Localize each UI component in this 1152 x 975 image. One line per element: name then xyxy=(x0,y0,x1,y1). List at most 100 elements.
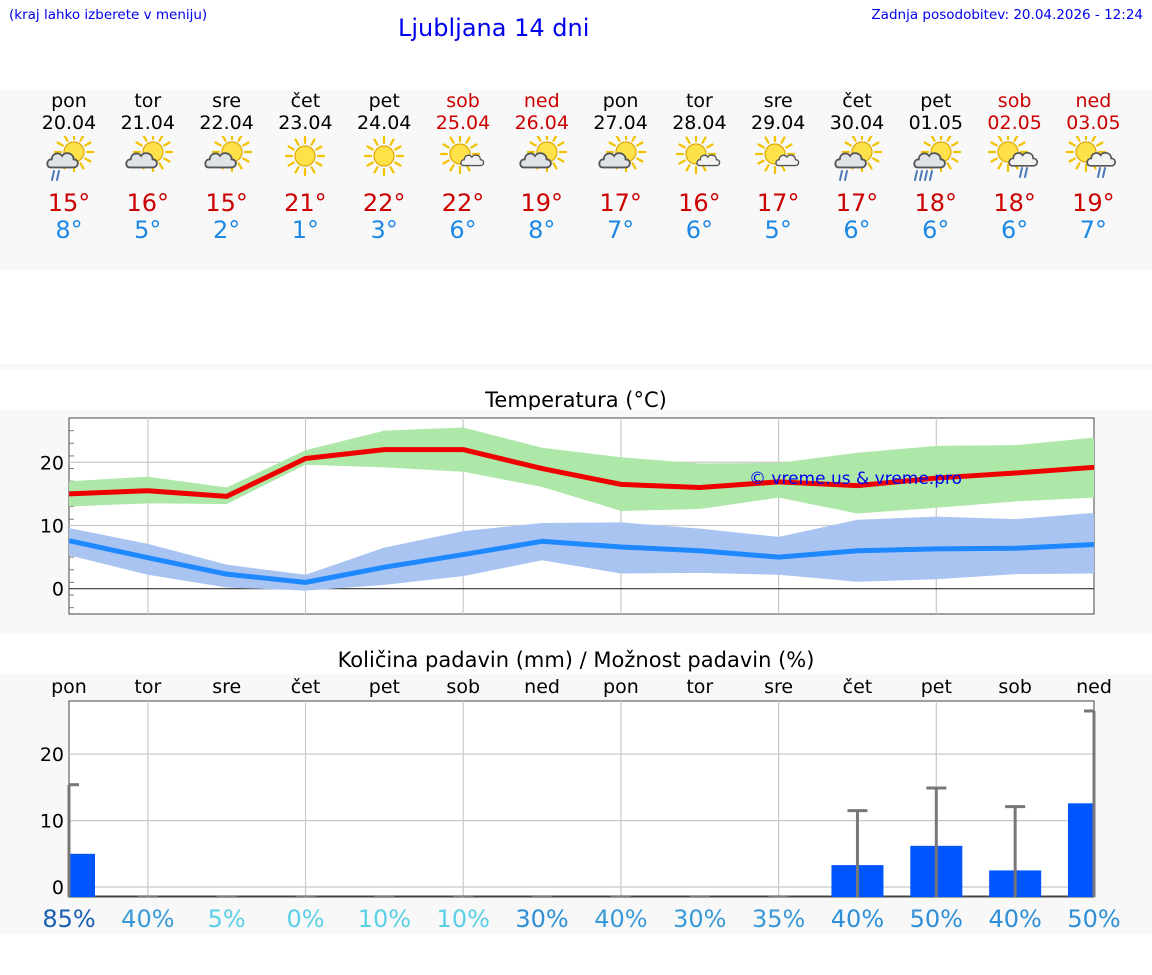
day-date: 21.04 xyxy=(120,112,175,134)
precip-probability: 10% xyxy=(437,905,490,933)
precip-probability: 85% xyxy=(42,905,95,933)
mostly-sunny-icon xyxy=(676,136,721,175)
precipitation-chart: 0 10 20 pon 85% tor 40% sre 5% čet 0% pet 10% sob 10% n… xyxy=(40,676,1121,933)
day-column: sre 22.04 15° 2° xyxy=(192,90,262,260)
x-tick-label: ned xyxy=(1076,676,1112,698)
partly-cloudy-icon xyxy=(597,136,646,173)
temp-min: 8° xyxy=(55,216,83,244)
temp-min: 5° xyxy=(134,216,162,244)
precip-probability: 10% xyxy=(358,905,411,933)
max-temp-line xyxy=(68,447,1095,499)
temp-min: 6° xyxy=(685,216,714,244)
min-temp-line xyxy=(68,538,1095,585)
partly-cloudy-icon xyxy=(519,136,567,173)
day-date: 30.04 xyxy=(829,112,885,134)
temp-max: 19° xyxy=(520,189,564,217)
precip-bar xyxy=(69,853,95,897)
x-tick-label: sob xyxy=(446,676,480,698)
y-tick-label: 20 xyxy=(40,452,64,474)
sun-rain-icon xyxy=(1066,136,1117,178)
precip-probability: 50% xyxy=(1067,905,1120,933)
y-tick-label: 10 xyxy=(40,811,64,833)
precipitation-title: Količina padavin (mm) / Možnost padavin … xyxy=(337,648,815,672)
x-tick-label: tor xyxy=(686,676,713,698)
day-date: 20.04 xyxy=(41,112,97,134)
day-name: sre xyxy=(763,90,793,112)
day-name: pon xyxy=(51,90,87,112)
day-name: sob xyxy=(997,90,1032,112)
precip-probability: 0% xyxy=(286,905,324,933)
partly-cloudy-light-rain-icon xyxy=(46,136,95,181)
x-tick-label: sob xyxy=(998,676,1032,698)
partly-cloudy-icon xyxy=(125,136,173,173)
mostly-sunny-icon xyxy=(439,136,485,175)
day-name: pet xyxy=(368,90,400,112)
day-date: 28.04 xyxy=(672,112,727,134)
sunny-icon xyxy=(364,136,405,177)
temp-min: 7° xyxy=(606,216,635,244)
temp-min: 6° xyxy=(1000,216,1029,244)
x-tick-label: pet xyxy=(921,676,952,698)
temp-max: 22° xyxy=(441,189,485,217)
precip-bar xyxy=(1068,803,1094,897)
day-name: tor xyxy=(685,90,713,112)
x-tick-label: sre xyxy=(764,676,793,698)
precip-probability: 40% xyxy=(988,905,1041,933)
day-date: 26.04 xyxy=(514,112,569,134)
precip-probability: 30% xyxy=(673,905,726,933)
min-temp-range xyxy=(69,512,1094,591)
y-tick-label: 0 xyxy=(52,579,64,601)
page-title: Ljubljana 14 dni xyxy=(398,14,590,42)
day-date: 03.05 xyxy=(1066,112,1121,134)
temp-max: 17° xyxy=(835,189,879,217)
day-date: 23.04 xyxy=(278,112,333,134)
day-date: 29.04 xyxy=(750,112,806,134)
day-column: pon 27.04 17° 7° xyxy=(586,90,656,260)
partly-cloudy-icon xyxy=(203,136,252,173)
temp-max: 22° xyxy=(362,189,406,217)
sun-rain-icon xyxy=(987,136,1038,178)
temp-min: 1° xyxy=(291,216,320,244)
mostly-sunny-icon xyxy=(755,136,800,175)
last-update: Zadnja posodobitev: 20.04.2026 - 12:24 xyxy=(871,7,1143,23)
temperature-chart: 0 10 20 © vreme.us & vreme.pro xyxy=(40,417,1095,615)
temp-min: 3° xyxy=(370,216,398,244)
location-menu-hint[interactable]: (kraj lahko izberete v meniju) xyxy=(9,7,208,23)
x-tick-label: čet xyxy=(291,676,321,698)
day-column: pet 24.04 22° 3° xyxy=(349,90,419,260)
temp-max: 17° xyxy=(756,189,800,217)
day-column: sre 29.04 17° 5° xyxy=(743,90,813,260)
day-name: tor xyxy=(134,90,162,112)
day-name: čet xyxy=(290,90,321,112)
day-column: tor 28.04 16° 6° xyxy=(664,90,734,260)
precip-probability: 50% xyxy=(910,905,963,933)
temp-min: 5° xyxy=(764,216,792,244)
temp-min: 6° xyxy=(449,216,477,244)
x-tick-label: sre xyxy=(212,676,241,698)
x-tick-label: tor xyxy=(134,676,161,698)
partly-cloudy-rain-icon xyxy=(913,136,961,181)
day-column: pet 01.05 18° 6° xyxy=(901,90,971,260)
y-tick-label: 10 xyxy=(40,515,64,537)
temperature-title: Temperatura (°C) xyxy=(485,388,667,412)
temp-max: 18° xyxy=(993,189,1036,217)
day-name: ned xyxy=(1075,90,1112,112)
day-name: sob xyxy=(446,90,480,112)
day-date: 27.04 xyxy=(593,112,648,134)
day-name: pet xyxy=(920,90,952,112)
y-tick-label: 0 xyxy=(52,877,64,899)
temp-max: 15° xyxy=(205,189,248,217)
day-date: 25.04 xyxy=(435,112,491,134)
day-date: 01.05 xyxy=(908,112,963,134)
day-column: tor 21.04 16° 5° xyxy=(113,90,183,260)
day-column: ned 03.05 19° 7° xyxy=(1058,90,1128,260)
day-column: čet 30.04 17° 6° xyxy=(822,90,892,260)
precip-probability: 35% xyxy=(752,905,805,933)
temp-min: 6° xyxy=(843,216,871,244)
x-tick-label: pet xyxy=(369,676,400,698)
temp-max: 16° xyxy=(126,189,170,217)
precip-probability: 30% xyxy=(515,905,568,933)
day-column: sob 25.04 22° 6° xyxy=(428,90,498,260)
sunny-icon xyxy=(285,136,326,177)
x-tick-label: pon xyxy=(51,676,87,698)
